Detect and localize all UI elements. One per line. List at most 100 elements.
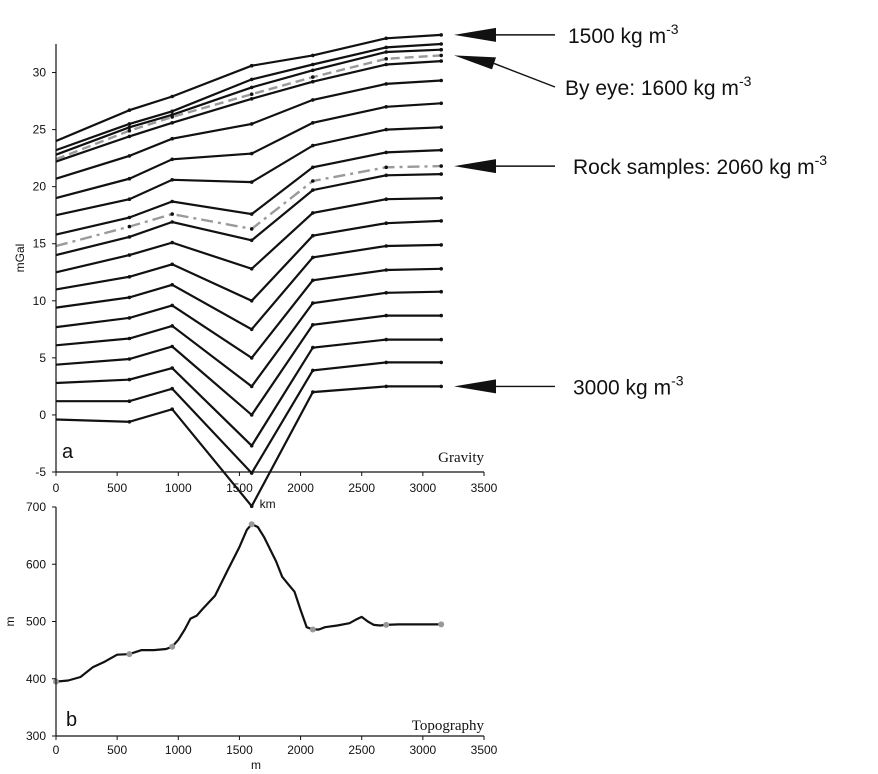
gravity-series-line-3 [55, 60, 442, 163]
gravity-data-point [249, 227, 254, 231]
topography-series-group [53, 521, 445, 685]
gravity-data-point [311, 211, 315, 215]
gravity-data-point [170, 344, 174, 349]
topography-panel-title: Topography [412, 718, 485, 734]
gravity-data-point [170, 212, 174, 216]
gravity-series-line-7 [55, 149, 442, 236]
gravity-data-point [439, 33, 444, 37]
gravity-y-tick-label: 5 [39, 351, 46, 365]
gravity-data-point [439, 42, 444, 46]
gravity-data-point [384, 36, 389, 41]
annotation-arrowhead [454, 27, 496, 42]
gravity-y-tick-label: 15 [33, 237, 47, 251]
gravity-data-point [249, 238, 254, 243]
gravity-data-point [170, 283, 174, 287]
gravity-data-point [311, 233, 315, 238]
gravity-data-point [384, 360, 389, 365]
gravity-data-point [170, 262, 174, 267]
gravity-data-point [311, 255, 315, 260]
topography-station-marker [383, 621, 390, 628]
gravity-data-point [439, 125, 444, 130]
gravity-y-tick-label: 0 [39, 408, 46, 422]
gravity-data-point [384, 165, 389, 170]
gravity-data-point [311, 179, 315, 183]
gravity-data-point [249, 122, 254, 126]
annotation-leader-line [493, 62, 556, 88]
gravity-x-tick-label: 1500 [226, 481, 253, 495]
gravity-series-line-19 [55, 164, 442, 248]
gravity-data-point [249, 92, 254, 96]
gravity-data-point [127, 108, 132, 112]
gravity-series-line-9 [55, 197, 442, 274]
gravity-data-point [127, 176, 132, 181]
gravity-data-point [249, 97, 254, 101]
gravity-data-point [439, 337, 444, 342]
annotation-label: 1500 kg m-3 [568, 21, 679, 48]
gravity-data-point [127, 275, 132, 279]
annotation-label: By eye: 1600 kg m-3 [565, 73, 752, 100]
gravity-data-point [384, 244, 389, 248]
gravity-data-point [384, 57, 389, 61]
topography-station-marker [248, 521, 255, 528]
annotation-arrowhead [454, 159, 496, 174]
gravity-data-point [127, 295, 132, 300]
gravity-y-tick-label: 20 [33, 180, 47, 194]
gravity-data-point [311, 323, 315, 327]
gravity-data-point [127, 399, 132, 404]
gravity-data-point [249, 443, 254, 448]
density-annotations: 1500 kg m-3 By eye: 1600 kg m-3 Rock sampl… [454, 21, 827, 399]
topography-profile-line [55, 523, 442, 683]
gravity-data-point [384, 82, 389, 86]
gravity-x-tick-label: 3000 [410, 481, 437, 495]
gravity-data-point [439, 267, 444, 271]
gravity-data-point [127, 122, 132, 126]
gravity-data-point [249, 180, 254, 184]
topography-panel-letter: b [66, 709, 77, 731]
gravity-data-point [127, 316, 132, 320]
gravity-series-line-16 [56, 361, 442, 475]
gravity-data-point [439, 53, 444, 58]
gravity-data-point [384, 150, 389, 155]
gravity-data-point [311, 75, 315, 79]
gravity-y-tick-label: 30 [33, 66, 47, 80]
topography-x-tick-label: 2000 [287, 743, 314, 757]
topography-panel: 300 400 500 600 700 0 500 1000 1500 2000 2500 3000 3… [3, 500, 498, 772]
gravity-data-point [311, 68, 315, 73]
gravity-data-point [127, 336, 132, 341]
gravity-y-tick-label: 10 [33, 294, 47, 308]
gravity-data-point [439, 101, 444, 106]
gravity-data-point [439, 78, 444, 83]
gravity-data-point [439, 289, 444, 294]
gravity-data-point [249, 85, 254, 90]
gravity-data-point [127, 235, 132, 239]
gravity-data-point [170, 324, 174, 328]
gravity-series-group [55, 33, 444, 509]
gravity-data-point [249, 384, 254, 389]
gravity-panel-letter: a [62, 441, 74, 463]
gravity-x-tick-label: 0 [53, 481, 60, 495]
gravity-x-tick-label: 1000 [165, 481, 192, 495]
gravity-data-point [127, 215, 132, 220]
gravity-data-point [127, 134, 132, 139]
gravity-panel: -5 0 5 10 15 20 25 30 0 500 1000 1500 2000 2500 3000 35… [13, 33, 498, 511]
gravity-data-point [170, 94, 174, 99]
gravity-data-point [249, 77, 254, 82]
gravity-data-point [311, 98, 315, 102]
gravity-data-point [311, 79, 315, 84]
gravity-panel-title: Gravity [438, 450, 484, 466]
annotation-label: Rock samples: 2060 kg m-3 [573, 152, 827, 179]
gravity-data-point [127, 253, 132, 257]
gravity-data-point [170, 220, 174, 224]
gravity-data-point [249, 299, 254, 303]
gravity-data-point [249, 327, 254, 332]
gravity-data-point [439, 172, 444, 176]
gravity-data-point [311, 188, 315, 192]
topography-station-marker [169, 643, 176, 650]
gravity-series-line-12 [55, 267, 442, 360]
topography-x-axis-label: m [251, 758, 261, 772]
annotation-arrowhead [454, 379, 496, 394]
gravity-data-point [439, 219, 444, 223]
gravity-y-axis-label: mGal [13, 244, 27, 273]
topography-x-tick-label: 3000 [410, 743, 437, 757]
topography-x-tick-label: 3500 [471, 743, 498, 757]
